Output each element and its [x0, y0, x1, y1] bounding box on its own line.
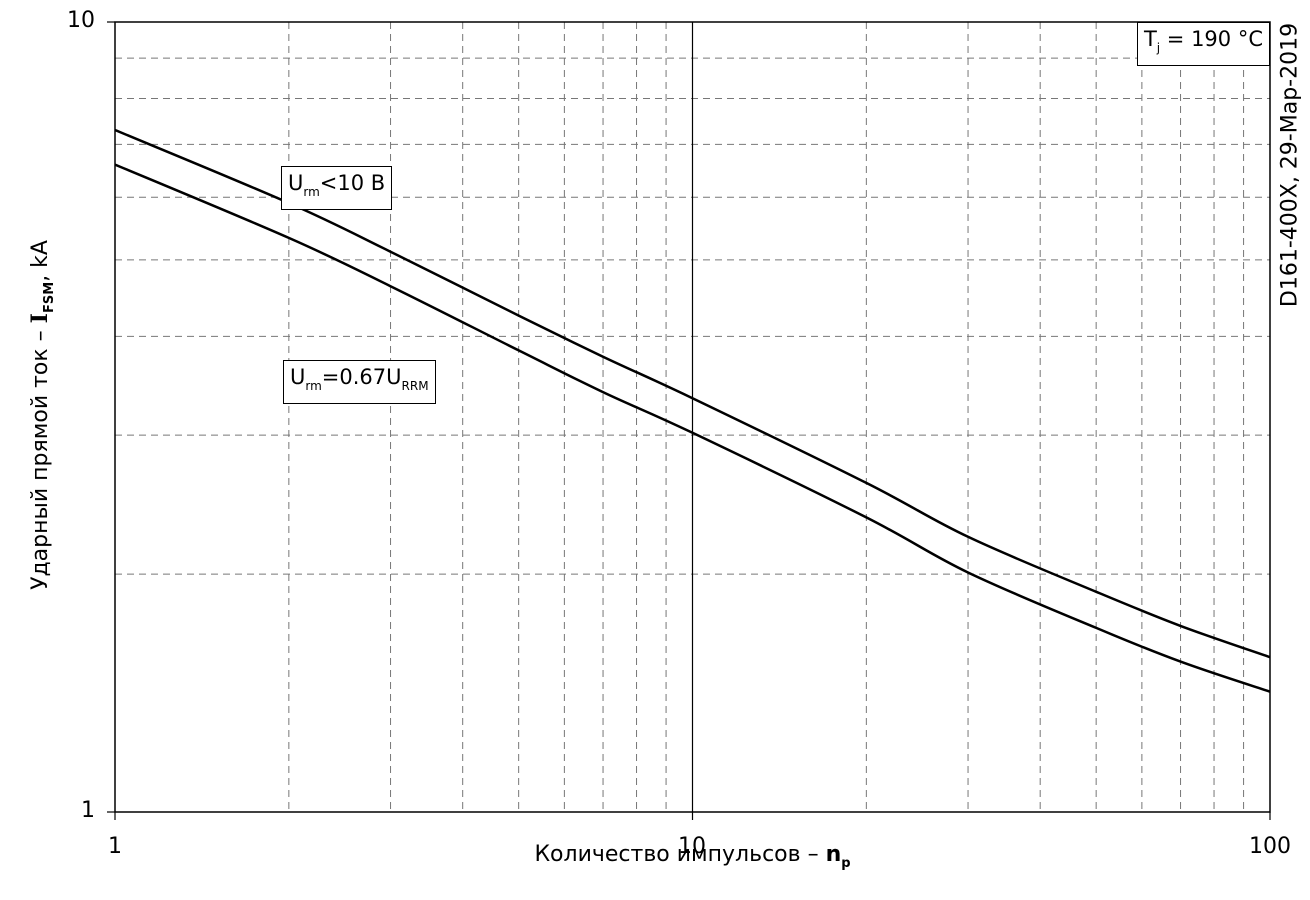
- y-tick-10: 10: [67, 8, 95, 33]
- x-tick-1: 1: [108, 834, 122, 859]
- y-axis-label: Ударный прямой ток – IFSM, kA: [27, 240, 57, 590]
- y-tick-1: 1: [81, 798, 95, 823]
- x-axis-label: Количество импульсов – np: [534, 842, 851, 871]
- series-layer: [114, 128, 1271, 693]
- plot-frame: [114, 21, 1271, 813]
- series-label-1: Urm<10 В: [281, 166, 393, 210]
- series-label-2: Urm=0.67URRM: [283, 360, 436, 404]
- series-line-1: [114, 128, 1271, 659]
- x-tick-10: 10: [678, 834, 706, 859]
- x-tick-100: 100: [1249, 834, 1291, 859]
- major-grid: [107, 21, 1271, 820]
- series-line-2: [114, 163, 1271, 693]
- document-stamp: D161-400X, 29-Мар-2019: [1277, 22, 1303, 308]
- temperature-annotation: Tj = 190 °C: [1136, 22, 1270, 66]
